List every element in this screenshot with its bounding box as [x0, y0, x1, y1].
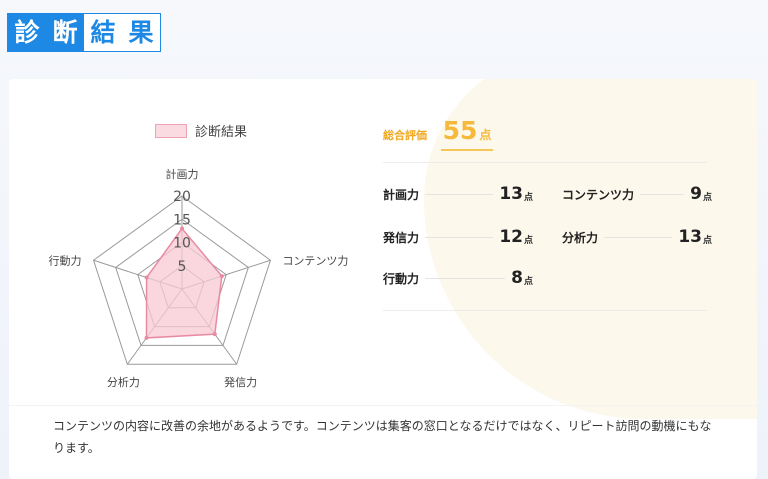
tick-label: 10 — [173, 236, 191, 252]
score-value: 12 — [499, 227, 523, 247]
score-row-dispatch: 発信力 12 点 — [383, 222, 533, 252]
radar-grid-ring — [92, 195, 272, 365]
radar-point — [144, 275, 149, 280]
leader-line — [604, 236, 673, 238]
score-unit: 点 — [523, 236, 533, 246]
score-row-analysis: 分析力 13 点 — [562, 222, 712, 252]
radar-grid-ring — [115, 218, 249, 346]
score-value: 13 — [678, 227, 702, 247]
score-divider-top — [383, 162, 707, 163]
score-value: 8 — [511, 268, 523, 288]
score-label: 行動力 — [383, 271, 420, 286]
leader-line — [640, 193, 685, 195]
leader-line — [425, 236, 494, 238]
chart-legend: 診断結果 — [155, 121, 247, 140]
radar-point — [144, 335, 149, 340]
score-label: 計画力 — [383, 187, 420, 202]
score-label: 発信力 — [383, 230, 420, 245]
axis-label: 計画力 — [166, 167, 199, 181]
title-char: 断 — [46, 14, 84, 51]
section-divider — [9, 405, 757, 406]
score-row-action: 行動力 8 点 — [383, 263, 533, 293]
page-title: 診 断 結 果 — [7, 13, 161, 52]
score-unit: 点 — [702, 236, 712, 246]
diagnosis-description: コンテンツの内容に改善の余地があるようです。コンテンツは集客の窓口となるだけでは… — [53, 419, 712, 455]
radar-chart: 20 15 10 5 計画力 コンテンツ力 発信力 分析力 行動力 — [49, 167, 349, 389]
leader-line — [425, 277, 506, 279]
score-unit: 点 — [702, 193, 712, 203]
tick-label: 5 — [178, 259, 187, 275]
score-label: 分析力 — [562, 230, 599, 245]
legend-label: 診断結果 — [195, 125, 248, 140]
legend-swatch — [155, 123, 187, 138]
total-score-unit: 点 — [479, 128, 492, 142]
tick-label: 15 — [173, 212, 191, 228]
axis-label: 分析力 — [107, 375, 140, 389]
radar-point — [180, 226, 184, 231]
title-char: 結 — [84, 14, 122, 51]
score-unit: 点 — [523, 277, 533, 287]
score-value: 9 — [690, 184, 702, 204]
total-score: 55 点 — [441, 113, 493, 151]
title-char: 果 — [122, 14, 160, 51]
score-label: コンテンツ力 — [562, 187, 635, 202]
radar-point — [219, 274, 224, 279]
axis-label: 発信力 — [224, 375, 257, 389]
radar-point — [212, 332, 217, 337]
score-row-content: コンテンツ力 9 点 — [562, 179, 712, 209]
radar-series-area — [145, 227, 223, 339]
axis-label: コンテンツ力 — [282, 254, 348, 267]
score-row-plan: 計画力 13 点 — [383, 179, 533, 209]
total-score-value: 55 — [442, 116, 478, 145]
summary-label: 総合評価 — [383, 129, 427, 142]
score-divider-bottom — [383, 310, 707, 311]
score-value: 13 — [499, 184, 523, 204]
radar-points — [144, 226, 224, 340]
axis-label: 行動力 — [49, 253, 82, 267]
score-unit: 点 — [523, 193, 533, 203]
tick-label: 20 — [173, 189, 191, 205]
result-card: 診断結果 20 15 10 5 計画力 コンテンツ力 発信力 分析力 行動力 総… — [9, 79, 757, 479]
title-char: 診 — [8, 14, 46, 51]
leader-line — [425, 193, 494, 195]
